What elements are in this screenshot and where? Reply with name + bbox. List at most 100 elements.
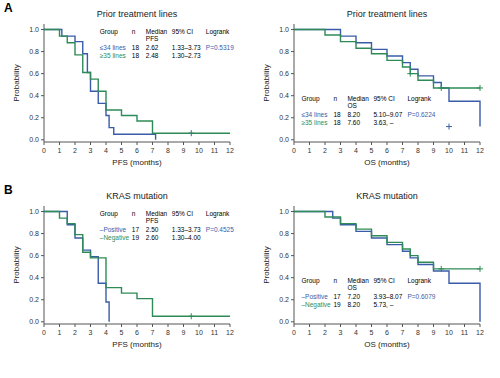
x-tick-label: 7	[151, 147, 155, 154]
x-tick-label: 3	[89, 147, 93, 154]
x-tick	[121, 324, 122, 327]
censor-mark	[188, 313, 194, 319]
x-tick-label: 5	[370, 147, 374, 154]
x-tick	[75, 324, 76, 327]
x-tick-label: 4	[354, 329, 358, 336]
x-tick	[309, 142, 310, 145]
y-tick	[41, 299, 44, 300]
x-tick-label: 1	[308, 147, 312, 154]
x-tick	[356, 142, 357, 145]
table-group: ≥35 lines	[301, 119, 328, 126]
x-tick	[356, 324, 357, 327]
plot-area	[294, 30, 483, 130]
x-tick-label: 2	[323, 329, 327, 336]
table-cell: 1.30–2.73	[172, 52, 201, 59]
y-tick	[291, 277, 294, 278]
x-tick	[387, 142, 388, 145]
table-header-line: 95% CI	[172, 210, 194, 217]
table-cell: 1.33–3.73	[172, 44, 201, 51]
x-tick	[168, 324, 169, 327]
x-tick-label: 9	[432, 147, 436, 154]
table-header: Logrank	[407, 277, 431, 285]
table-cell: P=0.6079	[407, 293, 435, 300]
panel: Prior treatment lines01234567891011120.0…	[262, 9, 484, 167]
x-tick	[199, 324, 200, 327]
y-tick-label: 0.4	[29, 274, 39, 281]
x-tick-label: 1	[308, 329, 312, 336]
table-group: –Positive	[100, 226, 127, 233]
y-tick-label: 0.0	[29, 136, 39, 143]
x-tick	[230, 142, 231, 145]
y-tick-label: 1.0	[279, 26, 289, 33]
x-tick-label: 5	[370, 329, 374, 336]
x-tick	[402, 324, 403, 327]
x-tick	[371, 142, 372, 145]
y-tick-label: 0.0	[279, 318, 289, 325]
y-tick-label: 0.4	[29, 92, 39, 99]
x-tick	[294, 142, 295, 145]
x-tick-label: 10	[195, 329, 203, 336]
y-tick-label: 0.0	[29, 318, 39, 325]
x-tick	[480, 324, 481, 327]
y-tick-label: 0.2	[279, 114, 289, 121]
x-tick-label: 11	[461, 329, 468, 336]
title: Prior treatment lines	[97, 9, 178, 19]
x-tick	[294, 324, 295, 327]
x-tick	[75, 142, 76, 145]
x-tick	[309, 324, 310, 327]
x-tick	[371, 324, 372, 327]
x-tick-label: 11	[211, 329, 218, 336]
plot-area	[294, 212, 483, 322]
x-tick-label: 7	[151, 329, 155, 336]
table-cell: 3.63, –	[373, 119, 393, 126]
x-tick	[199, 142, 200, 145]
x-tick-label: 0	[42, 329, 46, 336]
x-tick	[59, 324, 60, 327]
table-header-line: Logrank	[206, 210, 230, 218]
panel-label: B	[4, 183, 13, 197]
y-tick-label: 0.6	[29, 70, 39, 77]
table-cell: 7.20	[347, 293, 360, 300]
table-header-line: n	[333, 95, 337, 102]
table-cell: 1.30–4.00	[172, 234, 201, 241]
table-cell: 5.73, –	[373, 301, 393, 308]
table-header-line: PFS	[146, 35, 159, 42]
table-header: n	[132, 210, 136, 217]
x-tick	[480, 142, 481, 145]
table-header-line: OS	[347, 102, 357, 109]
table-header: n	[333, 95, 337, 102]
x-tick-label: 10	[445, 147, 453, 154]
x-tick	[325, 142, 326, 145]
x-tick	[340, 324, 341, 327]
table-cell: 17	[333, 293, 341, 300]
x-tick-label: 4	[354, 147, 358, 154]
x-tick-label: 10	[195, 147, 203, 154]
x-tick	[433, 142, 434, 145]
table-header: MedianOS	[347, 277, 369, 292]
table-group: –Positive	[301, 293, 328, 300]
table-header-line: Logrank	[407, 95, 431, 103]
table-header: MedianPFS	[146, 28, 168, 43]
y-axis-line	[44, 206, 45, 324]
y-tick	[291, 255, 294, 256]
x-tick	[418, 142, 419, 145]
table-header: 95% CI	[373, 277, 395, 284]
y-tick	[41, 321, 44, 322]
table-cell: 1.33–3.73	[172, 226, 201, 233]
x-tick	[152, 142, 153, 145]
x-tick-label: 7	[401, 329, 405, 336]
x-tick	[402, 142, 403, 145]
table-header-line: Median	[146, 210, 168, 217]
x-axis-label: PFS (months)	[112, 158, 162, 167]
x-tick-label: 8	[166, 329, 170, 336]
x-tick	[230, 324, 231, 327]
y-tick	[41, 117, 44, 118]
table-header: n	[132, 28, 136, 35]
panel-label: A	[4, 1, 13, 15]
survival-curve	[44, 212, 230, 317]
table-header-line: 95% CI	[373, 95, 395, 102]
table-header-line: Group	[100, 210, 118, 218]
table-header-line: n	[132, 210, 136, 217]
y-tick-label: 0.2	[279, 296, 289, 303]
x-tick	[449, 324, 450, 327]
